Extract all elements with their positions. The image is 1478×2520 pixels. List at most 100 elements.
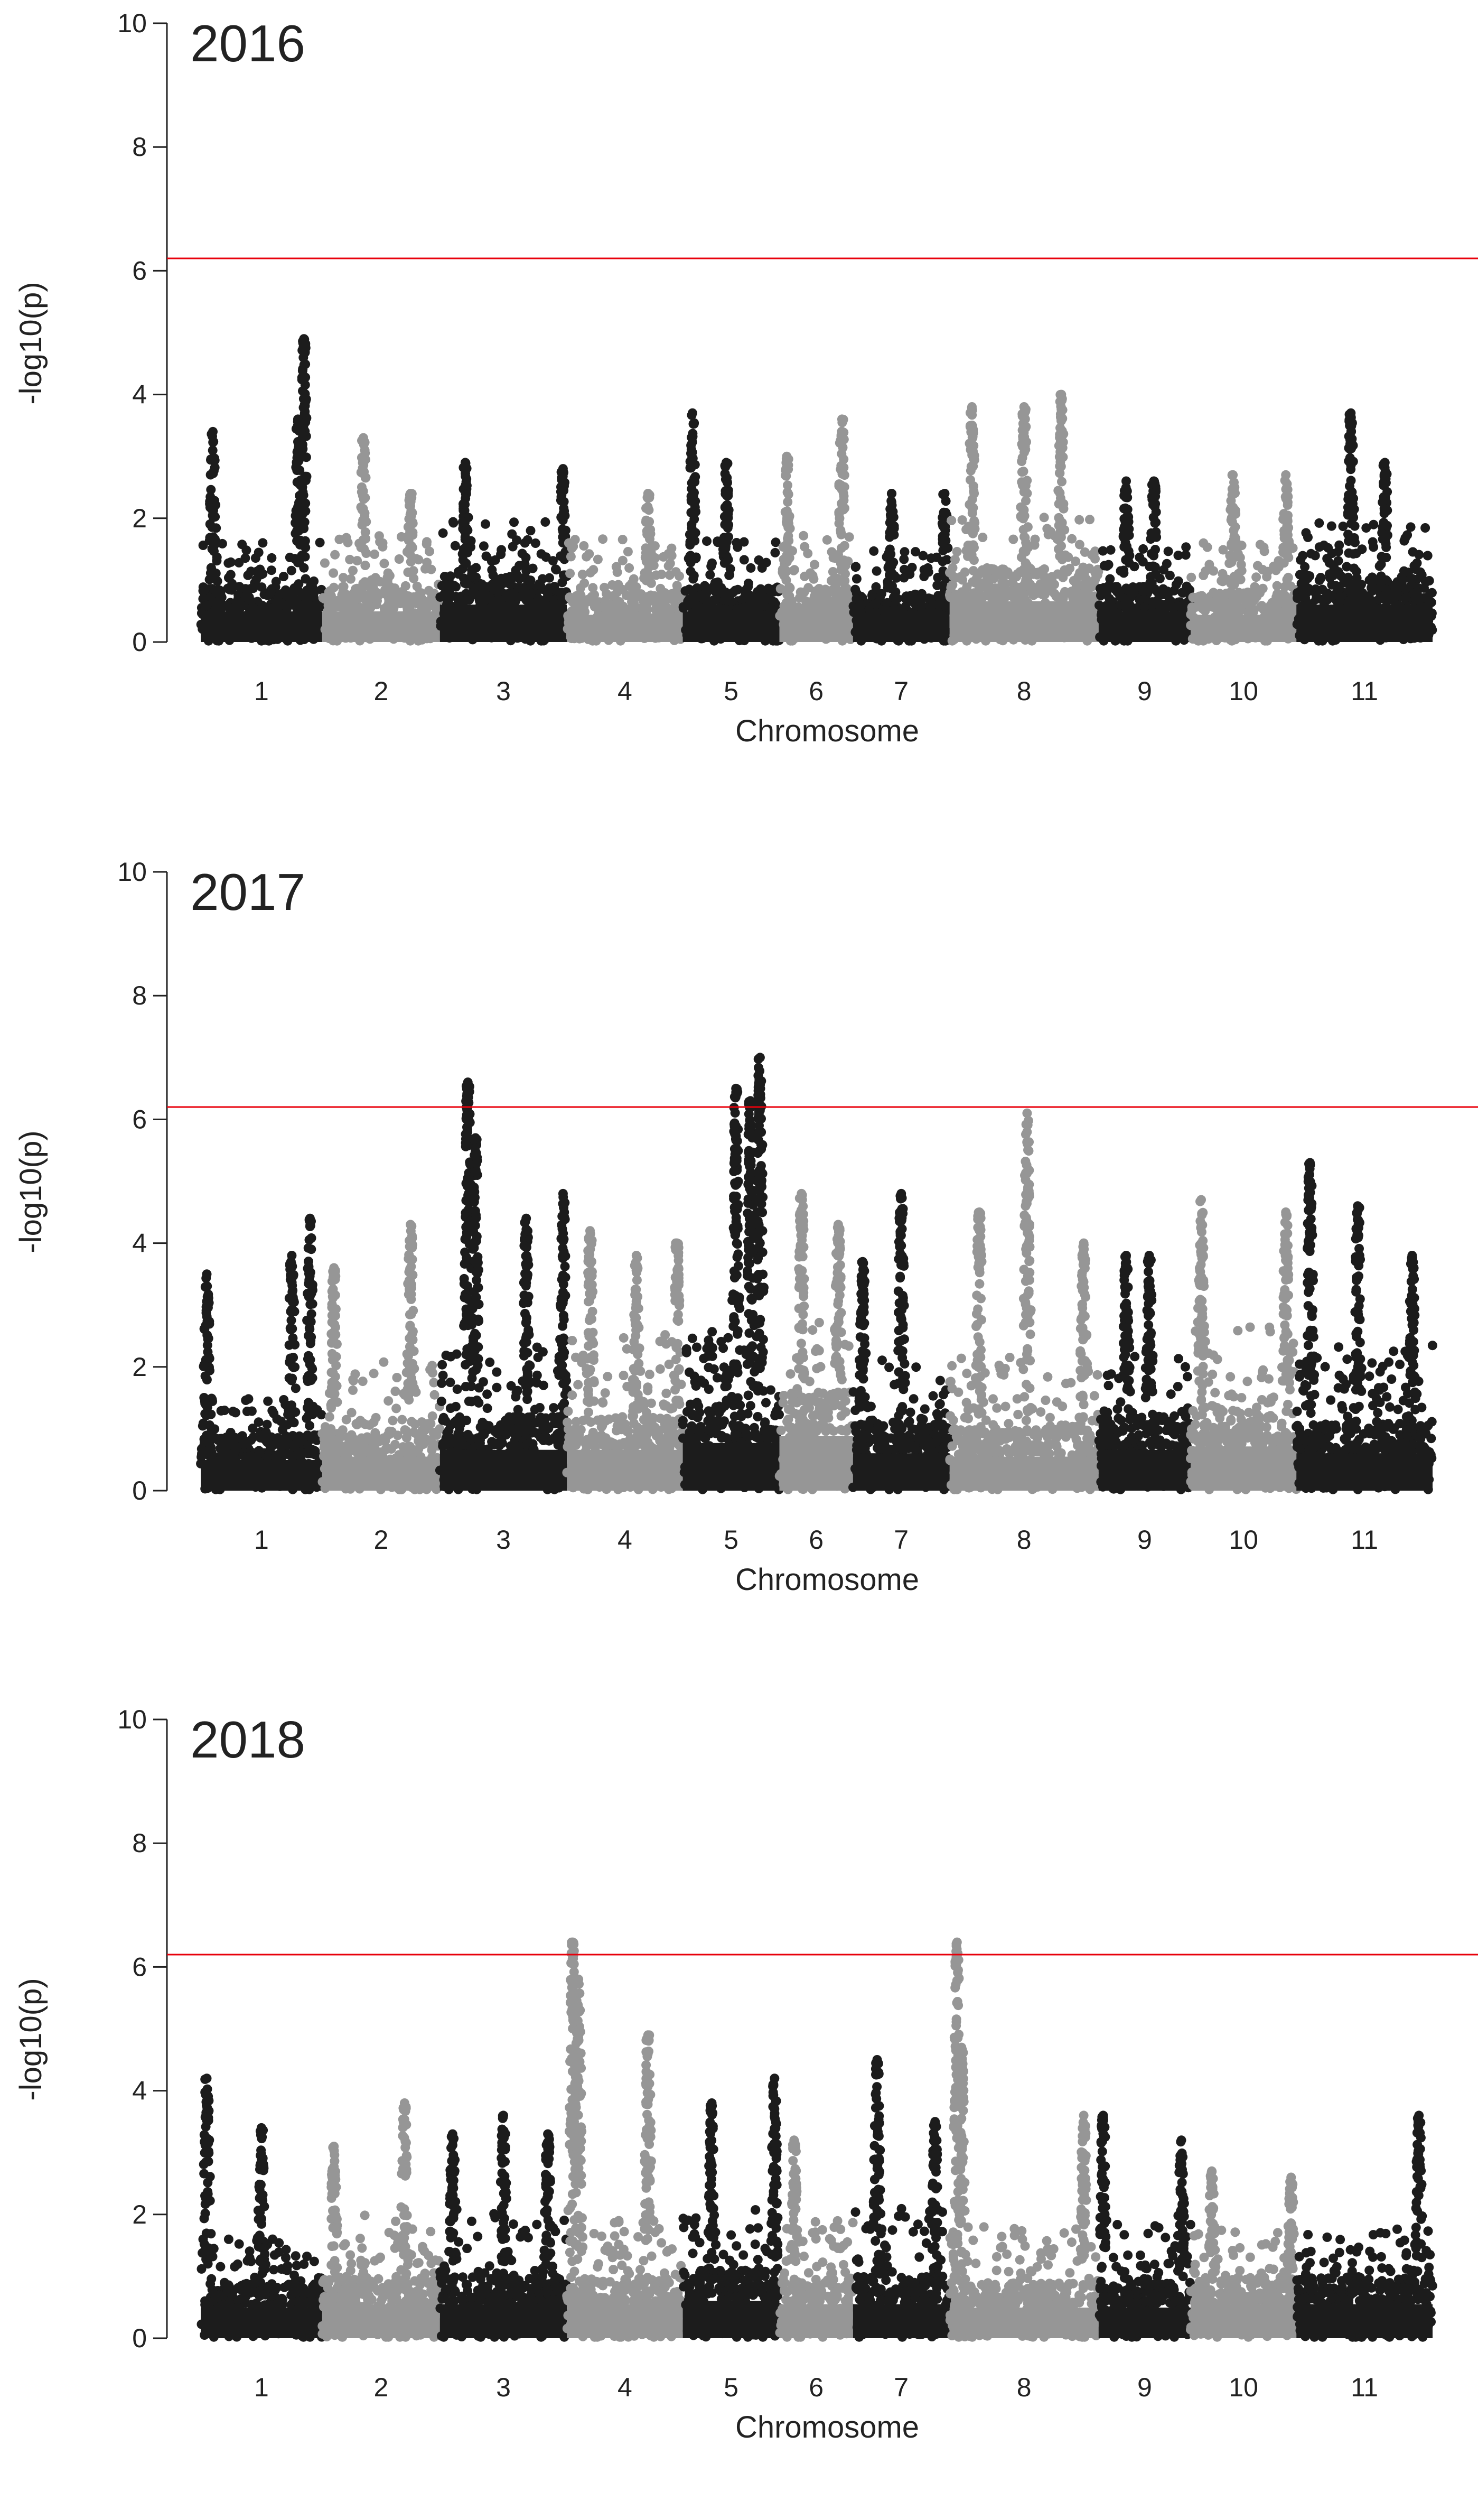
data-point <box>385 1429 395 1439</box>
data-point <box>387 1444 396 1454</box>
data-point <box>360 1443 369 1452</box>
data-point <box>348 1385 358 1395</box>
peak-point <box>288 1271 298 1281</box>
peak-point <box>290 1340 300 1350</box>
dense-region <box>201 611 322 642</box>
peak-point <box>1150 502 1159 512</box>
dense-region <box>201 1460 322 1491</box>
data-point <box>851 562 860 571</box>
peak-point <box>332 1397 342 1407</box>
data-point <box>1138 544 1148 554</box>
peak-point <box>1229 506 1238 516</box>
data-point <box>248 1424 257 1433</box>
y-tick-label: 6 <box>132 256 147 285</box>
data-point <box>287 566 296 575</box>
chromosome-9-points <box>1095 477 1195 646</box>
data-point <box>1191 593 1201 602</box>
peak-point <box>409 574 418 583</box>
dense-region <box>1296 605 1433 642</box>
peak-point <box>646 542 656 552</box>
peak-top-point <box>287 1251 296 1260</box>
peak-point <box>964 522 974 531</box>
peak-top-point <box>1149 477 1158 486</box>
peak-point <box>1146 578 1155 587</box>
peak-point <box>1119 504 1129 514</box>
data-point <box>454 569 463 579</box>
peak-point <box>561 526 570 535</box>
data-point <box>388 1416 398 1425</box>
peak-point <box>305 1235 314 1244</box>
data-point <box>255 565 265 574</box>
peak-point <box>1121 492 1130 501</box>
data-point <box>455 594 464 604</box>
chromosome-2-points <box>317 1220 444 1494</box>
data-point <box>618 535 628 544</box>
peak-point <box>1230 522 1240 532</box>
data-point <box>582 552 591 562</box>
peak-point <box>689 419 699 429</box>
peak-point <box>202 1308 211 1318</box>
data-point <box>629 599 639 608</box>
chromosome-1-points <box>197 334 327 645</box>
peak-point <box>1058 526 1068 535</box>
data-point <box>487 565 497 575</box>
data-point <box>352 556 362 565</box>
peak-point <box>1124 524 1134 534</box>
peak-point <box>1059 430 1068 439</box>
data-point <box>927 553 936 563</box>
peak-point <box>301 396 311 406</box>
chromosome-10-points <box>1186 470 1301 646</box>
peak-point <box>1279 530 1289 540</box>
peak-point <box>690 477 699 487</box>
peak-point <box>458 517 467 527</box>
peak-point <box>289 1296 298 1306</box>
data-point <box>1357 544 1367 554</box>
data-point <box>199 586 209 596</box>
peak-point <box>291 1383 301 1393</box>
peak-point <box>289 1418 299 1427</box>
peak-top-point <box>1346 408 1355 418</box>
data-point <box>615 597 624 607</box>
data-point <box>1186 573 1196 582</box>
data-point <box>1020 569 1030 578</box>
peak-point <box>286 1324 295 1333</box>
data-point <box>1106 545 1116 555</box>
peak-point <box>837 529 846 538</box>
peak-point <box>723 509 733 519</box>
peak-point <box>292 536 302 546</box>
data-point <box>1008 535 1018 544</box>
peak-top-point <box>461 458 470 467</box>
data-point <box>511 565 520 575</box>
peak-point <box>644 505 653 515</box>
peak-point <box>461 480 471 490</box>
peak-point <box>1382 487 1392 497</box>
peak-point <box>307 1364 317 1373</box>
data-point <box>936 596 945 606</box>
peak-point <box>1350 538 1360 547</box>
data-point <box>432 1428 442 1438</box>
peak-point <box>837 432 846 441</box>
data-point <box>482 591 491 601</box>
data-point <box>827 585 837 595</box>
data-point <box>744 579 753 588</box>
peak-point <box>1021 445 1030 454</box>
data-point <box>1209 566 1218 576</box>
peak-point <box>405 527 415 537</box>
peak-point <box>461 535 470 544</box>
peak-point <box>689 506 699 515</box>
data-point <box>1040 513 1049 522</box>
peak-point <box>1152 533 1161 542</box>
data-point <box>852 574 862 583</box>
data-point <box>969 566 978 575</box>
peak-point <box>408 543 417 552</box>
data-point <box>337 590 347 600</box>
data-point <box>1199 571 1208 580</box>
data-point <box>1301 570 1310 580</box>
y-tick-label: 8 <box>132 132 147 162</box>
data-point <box>1187 602 1197 612</box>
data-point <box>549 584 558 594</box>
data-point <box>978 533 987 542</box>
peak-point <box>303 1289 312 1298</box>
peak-point <box>327 1338 336 1348</box>
data-point <box>702 599 712 608</box>
